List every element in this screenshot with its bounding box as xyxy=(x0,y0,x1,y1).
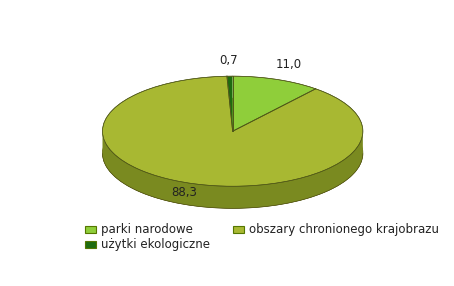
Bar xyxy=(233,226,244,233)
Text: 0,7: 0,7 xyxy=(220,54,238,67)
Bar xyxy=(85,226,96,233)
Polygon shape xyxy=(103,132,363,208)
Bar xyxy=(85,241,96,248)
Text: użytki ekologiczne: użytki ekologiczne xyxy=(101,238,211,251)
Polygon shape xyxy=(233,76,316,131)
Text: 88,3: 88,3 xyxy=(171,186,197,199)
Text: obszary chronionego krajobrazu: obszary chronionego krajobrazu xyxy=(249,223,439,236)
Polygon shape xyxy=(227,76,233,131)
Polygon shape xyxy=(103,76,363,186)
Text: parki narodowe: parki narodowe xyxy=(101,223,193,236)
Ellipse shape xyxy=(103,98,363,208)
Text: 11,0: 11,0 xyxy=(276,58,302,72)
